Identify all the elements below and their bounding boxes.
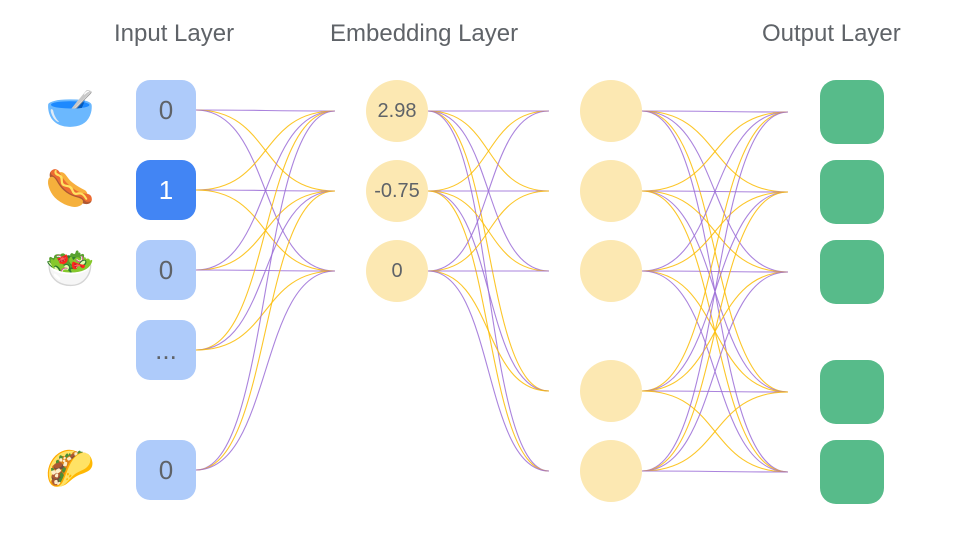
edge (196, 271, 335, 470)
edge (642, 391, 788, 392)
input-node-0: 0 (136, 80, 196, 140)
edge (642, 111, 788, 112)
edge (642, 192, 788, 471)
edge (196, 111, 335, 470)
edge (642, 271, 788, 272)
title-input: Input Layer (114, 20, 234, 48)
food-icon-2: 🥗 (42, 240, 98, 296)
embedding-node-2: 0 (366, 240, 428, 302)
hidden-node-3 (580, 360, 642, 422)
edge (196, 111, 335, 190)
edge (428, 191, 549, 271)
edge (196, 110, 335, 111)
input-node-3: ... (136, 320, 196, 380)
edge (642, 192, 788, 271)
edge (428, 111, 549, 191)
edge (428, 271, 549, 471)
edge (196, 191, 335, 470)
input-node-2: 0 (136, 240, 196, 300)
edge (428, 191, 549, 391)
embedding-node-1: -0.75 (366, 160, 428, 222)
edge (642, 392, 788, 471)
title-embedding: Embedding Layer (330, 20, 518, 48)
input-node-4: 0 (136, 440, 196, 500)
edge (196, 271, 335, 350)
edge (428, 111, 549, 391)
edge (196, 111, 335, 350)
hidden-node-4 (580, 440, 642, 502)
edge (642, 471, 788, 472)
input-node-1: 1 (136, 160, 196, 220)
edge (642, 112, 788, 191)
title-output: Output Layer (762, 20, 901, 48)
food-icon-1: 🌭 (42, 160, 98, 216)
output-node-0 (820, 80, 884, 144)
hidden-node-0 (580, 80, 642, 142)
embedding-node-0: 2.98 (366, 80, 428, 142)
output-node-2 (820, 240, 884, 304)
output-node-1 (820, 160, 884, 224)
food-icon-4: 🌮 (42, 440, 98, 496)
food-icon-0: 🥣 (42, 80, 98, 136)
hidden-node-1 (580, 160, 642, 222)
edge (642, 112, 788, 471)
output-node-4 (820, 440, 884, 504)
edge (642, 272, 788, 471)
edge (642, 112, 788, 391)
hidden-node-2 (580, 240, 642, 302)
output-node-3 (820, 360, 884, 424)
